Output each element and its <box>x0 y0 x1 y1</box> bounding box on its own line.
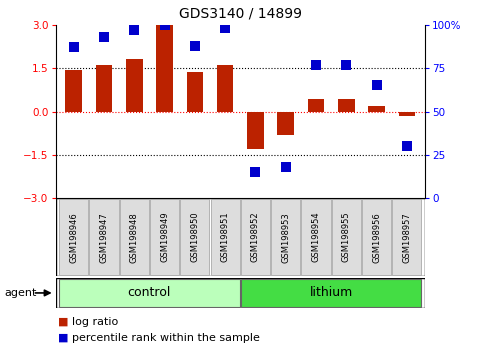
Text: GSM198955: GSM198955 <box>342 212 351 263</box>
FancyBboxPatch shape <box>271 199 300 275</box>
FancyBboxPatch shape <box>332 199 361 275</box>
Text: control: control <box>128 286 171 299</box>
Point <box>373 82 381 88</box>
Point <box>342 62 350 68</box>
Bar <box>277 112 294 135</box>
Text: GSM198948: GSM198948 <box>130 212 139 263</box>
Text: agent: agent <box>5 288 37 298</box>
FancyBboxPatch shape <box>89 199 118 275</box>
Bar <box>186 73 203 112</box>
Point <box>252 170 259 175</box>
Text: GSM198949: GSM198949 <box>160 212 169 263</box>
Text: GSM198956: GSM198956 <box>372 212 381 263</box>
Bar <box>368 106 385 112</box>
Bar <box>338 99 355 112</box>
FancyBboxPatch shape <box>56 198 425 276</box>
Text: GSM198947: GSM198947 <box>99 212 109 263</box>
FancyBboxPatch shape <box>392 199 421 275</box>
Text: GSM198950: GSM198950 <box>190 212 199 263</box>
Point <box>312 62 320 68</box>
Bar <box>156 25 173 112</box>
Bar <box>398 112 415 116</box>
Point <box>161 22 169 28</box>
Point <box>282 164 290 170</box>
FancyBboxPatch shape <box>120 199 149 275</box>
Title: GDS3140 / 14899: GDS3140 / 14899 <box>179 7 302 21</box>
Bar <box>126 59 142 112</box>
Text: ■: ■ <box>58 333 69 343</box>
Bar <box>217 65 233 112</box>
Text: ■: ■ <box>58 317 69 327</box>
Point <box>100 34 108 40</box>
Bar <box>308 99 325 112</box>
Point <box>221 25 229 31</box>
Bar <box>247 112 264 149</box>
FancyBboxPatch shape <box>241 279 421 307</box>
Text: log ratio: log ratio <box>72 317 119 327</box>
FancyBboxPatch shape <box>150 199 179 275</box>
Point <box>191 43 199 48</box>
FancyBboxPatch shape <box>211 199 240 275</box>
Bar <box>65 70 82 112</box>
FancyBboxPatch shape <box>180 199 210 275</box>
FancyBboxPatch shape <box>59 199 88 275</box>
Text: GSM198953: GSM198953 <box>281 212 290 263</box>
Text: GSM198951: GSM198951 <box>221 212 229 263</box>
FancyBboxPatch shape <box>241 199 270 275</box>
Bar <box>96 65 113 112</box>
Point <box>403 143 411 149</box>
FancyBboxPatch shape <box>362 199 391 275</box>
Text: percentile rank within the sample: percentile rank within the sample <box>72 333 260 343</box>
Text: GSM198952: GSM198952 <box>251 212 260 263</box>
Text: lithium: lithium <box>310 286 353 299</box>
Text: GSM198957: GSM198957 <box>402 212 412 263</box>
Text: GSM198954: GSM198954 <box>312 212 321 263</box>
FancyBboxPatch shape <box>59 279 240 307</box>
FancyBboxPatch shape <box>56 278 425 308</box>
Point <box>130 27 138 33</box>
Point <box>70 45 78 50</box>
FancyBboxPatch shape <box>301 199 330 275</box>
Text: GSM198946: GSM198946 <box>69 212 78 263</box>
